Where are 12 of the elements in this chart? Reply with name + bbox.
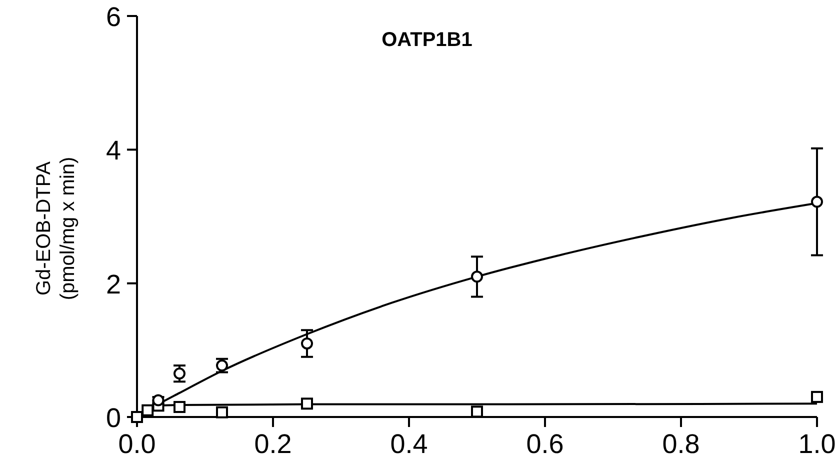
y-axis-title: Gd-EOB-DTPA (pmol/mg x min) xyxy=(33,156,79,300)
y-tick-label: 0 xyxy=(106,403,121,433)
x-tick-label: 0.4 xyxy=(390,429,428,459)
x-tick-label: 0.8 xyxy=(662,429,700,459)
x-tick-label: 0.0 xyxy=(118,429,156,459)
x-tick-label: 0.2 xyxy=(254,429,292,459)
y-tick-label: 2 xyxy=(106,269,121,300)
y-tick-label: 4 xyxy=(106,136,121,166)
text: OATP1B1 xyxy=(382,29,472,51)
x-tick-label: 0.6 xyxy=(526,429,564,459)
y-tick-label: 6 xyxy=(106,2,121,32)
x-tick-label: 1.0 xyxy=(798,429,836,459)
